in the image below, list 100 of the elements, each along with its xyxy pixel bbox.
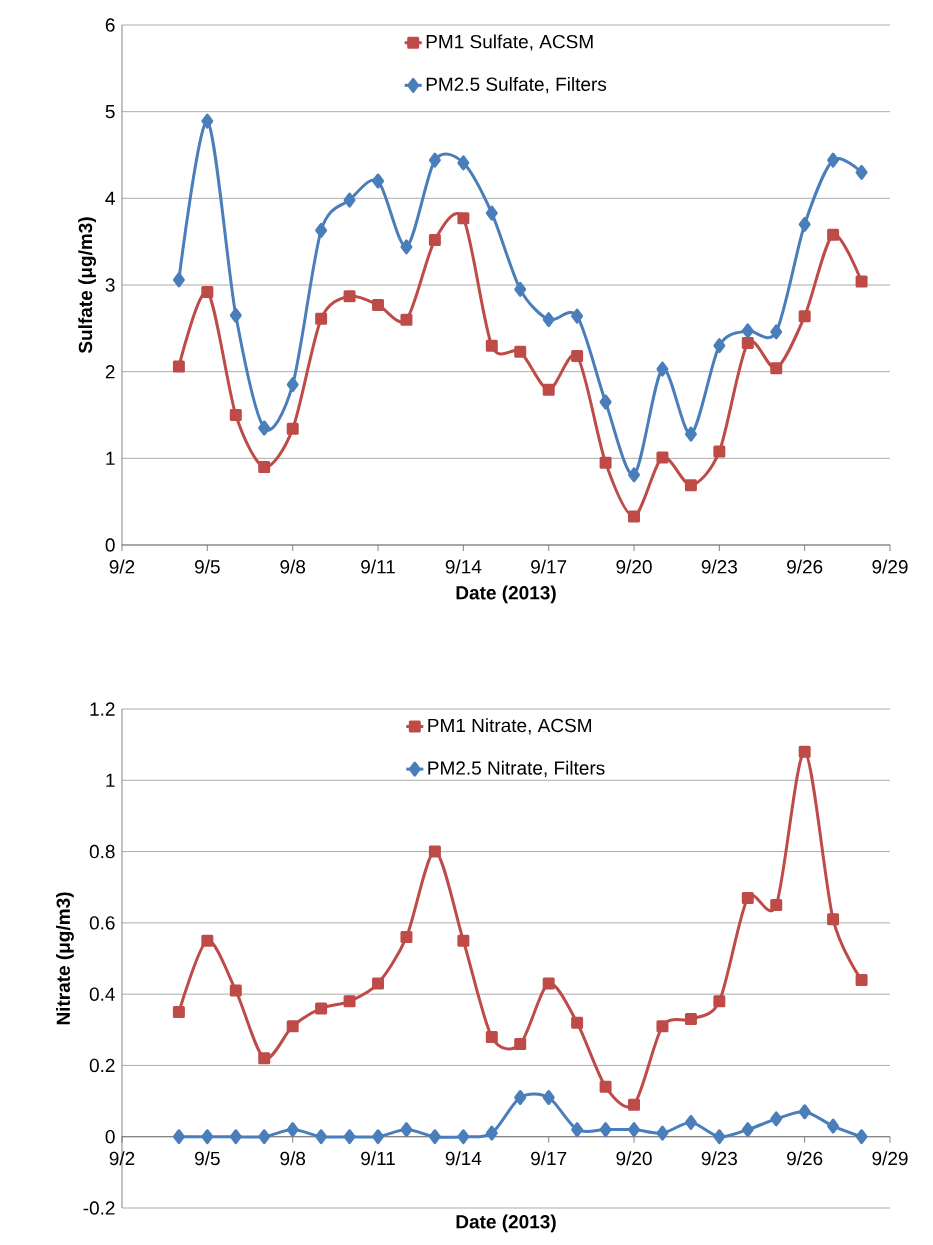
y-tick-label: 2 [105, 365, 115, 379]
point [514, 281, 527, 297]
y-tick-label: 6 [105, 18, 115, 32]
point [770, 362, 783, 375]
point [485, 339, 498, 352]
point [599, 394, 612, 410]
point [400, 239, 413, 255]
point [741, 891, 754, 904]
point [286, 377, 299, 393]
point [741, 337, 754, 350]
point [741, 323, 754, 339]
point [713, 995, 726, 1008]
point [258, 420, 271, 436]
x-tick-label: 9/8 [280, 559, 306, 574]
y-tick-label: 1 [106, 451, 115, 465]
point [599, 1122, 612, 1138]
point [201, 1129, 214, 1145]
point [343, 995, 356, 1008]
point [229, 1129, 242, 1145]
y-tick-label: 5 [105, 105, 115, 119]
point [457, 934, 470, 947]
point [855, 1129, 868, 1145]
x-tick-label: 9/2 [109, 1151, 135, 1166]
point [798, 745, 811, 758]
point [798, 1104, 811, 1120]
point [485, 205, 498, 221]
point [514, 1038, 527, 1051]
point [571, 308, 584, 324]
point [372, 1129, 385, 1145]
point [656, 361, 669, 377]
point [457, 212, 470, 225]
point [514, 1090, 527, 1106]
x-tick-label: 9/17 [531, 1151, 567, 1166]
point [201, 285, 214, 298]
point [827, 152, 840, 168]
point [713, 338, 726, 354]
point [798, 216, 811, 232]
x-tick-label: 9/20 [616, 1151, 652, 1166]
point [599, 456, 612, 469]
point [315, 1002, 328, 1015]
point [258, 461, 271, 473]
y-tick-label: 0.8 [89, 844, 115, 859]
point [172, 1005, 185, 1018]
point [485, 1030, 498, 1043]
point [343, 290, 356, 303]
point [372, 298, 385, 311]
point [770, 899, 783, 912]
point [571, 350, 584, 363]
x-tick-label: 9/2 [109, 559, 135, 574]
point [628, 1122, 641, 1138]
point [315, 312, 328, 325]
point [258, 1052, 271, 1065]
y-axis-title: Sulfate (μg/m3) [78, 217, 97, 354]
legend-label: PM2.5 Nitrate, Filters [428, 760, 605, 778]
x-tick-label: 9/23 [701, 1151, 737, 1166]
y-tick-label: 0 [105, 1130, 115, 1144]
x-tick-label: 9/17 [531, 559, 567, 574]
point [286, 1122, 299, 1138]
point [684, 426, 697, 442]
point [827, 913, 840, 926]
point [542, 977, 555, 990]
point [229, 984, 242, 997]
point [542, 1090, 555, 1106]
y-tick-label: 4 [105, 191, 115, 205]
point [855, 973, 868, 986]
x-tick-label: 9/23 [701, 559, 737, 574]
point [372, 977, 385, 990]
y-axis-title: Nitrate (μg/m3) [56, 892, 74, 1025]
x-tick-label: 9/5 [195, 1151, 220, 1166]
point [258, 1129, 271, 1145]
point [428, 1129, 441, 1145]
point [713, 1129, 726, 1145]
y-tick-label: 0.4 [89, 987, 115, 1001]
point [485, 1125, 498, 1141]
point [372, 173, 385, 189]
point [628, 467, 641, 483]
point [599, 1080, 612, 1093]
point [400, 931, 413, 944]
legend-label: PM2.5 Sulfate, Filters [426, 77, 607, 94]
point [457, 1129, 470, 1145]
point [229, 307, 242, 323]
point [770, 1111, 783, 1127]
point [741, 1122, 754, 1138]
y-tick-label: 1 [106, 773, 115, 787]
point [656, 1020, 669, 1033]
point [172, 272, 185, 288]
x-tick-label: 9/11 [361, 559, 395, 574]
point [571, 1016, 584, 1029]
point [713, 445, 726, 458]
point [684, 1013, 697, 1026]
y-tick-label: -0.2 [83, 1201, 115, 1215]
x-tick-label: 9/26 [787, 559, 823, 574]
point [798, 310, 811, 323]
point [201, 934, 214, 947]
point [571, 1122, 584, 1138]
x-tick-label: 9/26 [787, 1151, 823, 1166]
x-tick-label: 9/14 [445, 1151, 482, 1166]
point [855, 164, 868, 180]
point [400, 1122, 413, 1138]
point [770, 324, 783, 340]
